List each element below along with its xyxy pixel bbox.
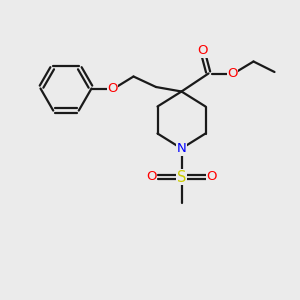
Text: O: O [107, 82, 118, 95]
Text: O: O [197, 44, 208, 58]
Text: O: O [146, 170, 157, 184]
Text: N: N [177, 142, 186, 155]
Text: S: S [177, 169, 186, 184]
Text: O: O [227, 67, 238, 80]
Text: O: O [206, 170, 217, 184]
